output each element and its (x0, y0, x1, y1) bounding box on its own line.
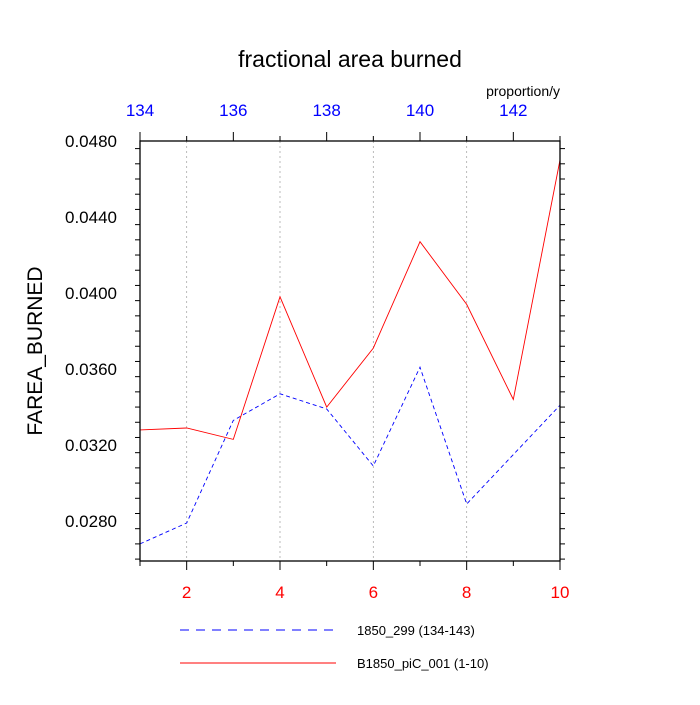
y-tick-label: 0.0320 (65, 436, 117, 455)
x-bottom-tick-label: 2 (182, 583, 191, 602)
series-layer (139, 159, 561, 545)
y-tick-label: 0.0400 (65, 284, 117, 303)
plot-frame (139, 140, 561, 562)
legend-label: B1850_piC_001 (1-10) (357, 656, 489, 671)
y-tick-label: 0.0280 (65, 512, 117, 531)
y-tick-label: 0.0360 (65, 360, 117, 379)
series-line (139, 159, 561, 440)
y-axis-label: FAREA_BURNED (24, 266, 47, 435)
x-bottom-tick-label: 6 (369, 583, 378, 602)
legend-label: 1850_299 (134-143) (357, 623, 475, 638)
x-bottom-tick-label: 4 (275, 583, 284, 602)
x-top-tick-label: 138 (312, 101, 340, 120)
x-top-tick-label: 142 (499, 101, 527, 120)
grid-layer (186, 141, 468, 561)
legend: 1850_299 (134-143) B1850_piC_001 (1-10) (180, 623, 489, 671)
x-top-tick-label: 136 (219, 101, 247, 120)
x-bottom-tick-label: 10 (551, 583, 570, 602)
axis-layer: 2 4 6 8 10 134 136 138 140 142 0.0280 0.0320 0.0360 0… (65, 101, 569, 602)
y-tick-label: 0.0440 (65, 208, 117, 227)
series-line (139, 366, 561, 545)
units-label: proportion/y (486, 83, 560, 99)
y-tick-label: 0.0480 (65, 132, 117, 151)
chart-title: fractional area burned (238, 46, 462, 72)
x-top-tick-label: 134 (126, 101, 154, 120)
x-bottom-tick-label: 8 (462, 583, 471, 602)
x-top-tick-label: 140 (406, 101, 434, 120)
